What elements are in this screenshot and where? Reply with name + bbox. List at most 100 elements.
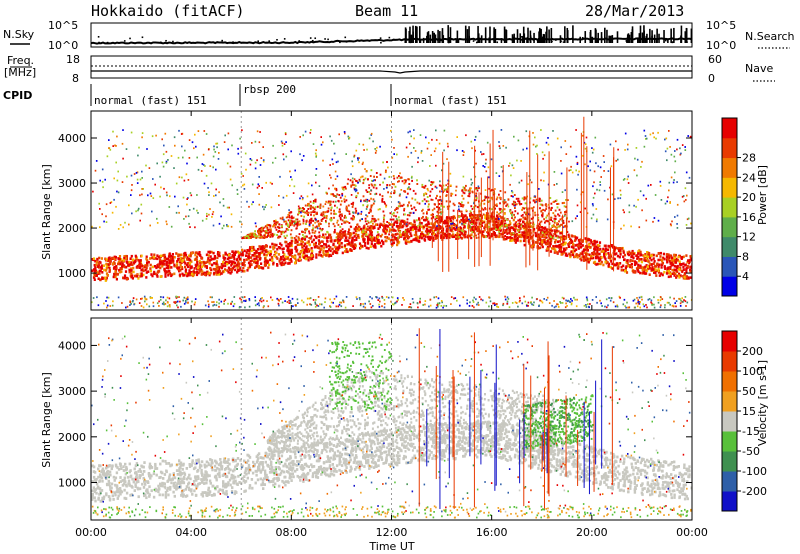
- scatter-cell: [124, 221, 126, 224]
- scatter-cell: [374, 193, 376, 196]
- scatter-cell: [483, 229, 486, 232]
- scatter-cell: [301, 230, 303, 233]
- scatter-cell: [413, 137, 415, 140]
- scatter-cell: [379, 234, 383, 238]
- scatter-cell: [335, 187, 338, 190]
- scatter-cell: [498, 193, 500, 196]
- scatter-cell: [493, 232, 496, 235]
- scatter-cell: [408, 222, 411, 225]
- scatter-cell: [266, 227, 269, 230]
- scatter-cell: [308, 220, 311, 223]
- nsky-label: N.Sky: [3, 28, 35, 41]
- scatter-cell: [285, 240, 288, 244]
- scatter-cell: [425, 224, 428, 228]
- scatter-cell: [301, 245, 304, 249]
- scatter-cell: [539, 207, 541, 210]
- scatter-cell: [147, 194, 149, 197]
- scatter-cell: [349, 225, 352, 228]
- scatter-cell: [261, 187, 263, 189]
- scatter-cell: [541, 240, 544, 244]
- scatter-cell: [243, 264, 246, 267]
- scatter-cell: [532, 225, 535, 228]
- scatter-cell: [479, 225, 482, 228]
- scatter-cell: [210, 268, 213, 272]
- freq-series: [91, 70, 692, 74]
- scatter-cell: [550, 216, 553, 219]
- scatter-cell: [459, 230, 462, 233]
- scatter-cell: [569, 145, 572, 148]
- scatter-cell: [281, 225, 283, 228]
- scatter-cell: [168, 266, 171, 269]
- scatter-cell: [163, 267, 166, 271]
- scatter-cell: [685, 224, 688, 226]
- scatter-cell: [370, 132, 373, 135]
- scatter-cell: [264, 230, 266, 233]
- scatter-cell: [213, 255, 216, 258]
- scatter-cell: [361, 218, 363, 220]
- scatter-cell: [625, 265, 628, 268]
- scatter-cell: [363, 238, 366, 241]
- scatter-cell: [676, 214, 679, 217]
- scatter-cell: [264, 257, 267, 260]
- scatter-cell: [600, 256, 603, 259]
- scatter-cell: [256, 235, 259, 238]
- scatter-cell: [418, 202, 421, 205]
- scatter-cell: [374, 179, 376, 182]
- scatter-cell: [591, 203, 594, 205]
- scatter-cell: [617, 265, 620, 268]
- scatter-cell: [481, 221, 484, 224]
- scatter-cell: [666, 267, 669, 270]
- scatter-cell: [329, 246, 332, 249]
- scatter-cell: [141, 132, 144, 134]
- scatter-cell: [371, 179, 373, 182]
- scatter-cell: [366, 191, 369, 193]
- scatter-cell: [367, 221, 370, 224]
- scatter-cell: [264, 249, 267, 253]
- scatter-cell: [414, 192, 417, 195]
- scatter-cell: [332, 200, 335, 203]
- scatter-cell: [201, 219, 204, 222]
- scatter-cell: [264, 234, 267, 237]
- scatter-cell: [556, 240, 559, 243]
- scatter-cell: [579, 246, 582, 249]
- scatter-cell: [365, 170, 368, 172]
- scatter-cell: [351, 177, 354, 180]
- scatter-cell: [452, 202, 455, 205]
- scatter-cell: [544, 232, 547, 234]
- scatter-cell: [159, 266, 162, 270]
- scatter-cell: [365, 230, 368, 234]
- scatter-cell: [487, 231, 490, 235]
- scatter-cell: [289, 241, 292, 245]
- scatter-cell: [546, 246, 550, 249]
- scatter-cell: [687, 217, 690, 220]
- scatter-cell: [513, 228, 516, 231]
- scatter-cell: [339, 216, 342, 219]
- scatter-cell: [522, 235, 525, 238]
- scatter-cell: [491, 232, 494, 236]
- scatter-cell: [105, 276, 108, 280]
- scatter-cell: [355, 179, 357, 182]
- scatter-cell: [596, 246, 599, 250]
- scatter-cell: [577, 247, 580, 250]
- scatter-cell: [674, 171, 676, 174]
- scatter-cell: [503, 231, 506, 234]
- scatter-cell: [342, 188, 345, 191]
- scatter-cell: [659, 255, 662, 258]
- scatter-cell: [438, 206, 441, 209]
- scatter-cell: [458, 236, 461, 239]
- scatter-cell: [355, 188, 357, 190]
- scatter-cell: [311, 231, 314, 234]
- scatter-cell: [340, 213, 343, 216]
- scatter-cell: [516, 212, 519, 215]
- scatter-cell: [632, 252, 635, 256]
- scatter-cell: [149, 257, 152, 260]
- scatter-cell: [273, 246, 276, 249]
- scatter-cell: [291, 217, 294, 220]
- scatter-cell: [451, 222, 454, 225]
- scatter-cell: [513, 194, 516, 196]
- scatter-cell: [545, 249, 548, 252]
- scatter-cell: [531, 245, 534, 248]
- scatter-cell: [124, 265, 127, 269]
- scatter-cell: [416, 183, 419, 185]
